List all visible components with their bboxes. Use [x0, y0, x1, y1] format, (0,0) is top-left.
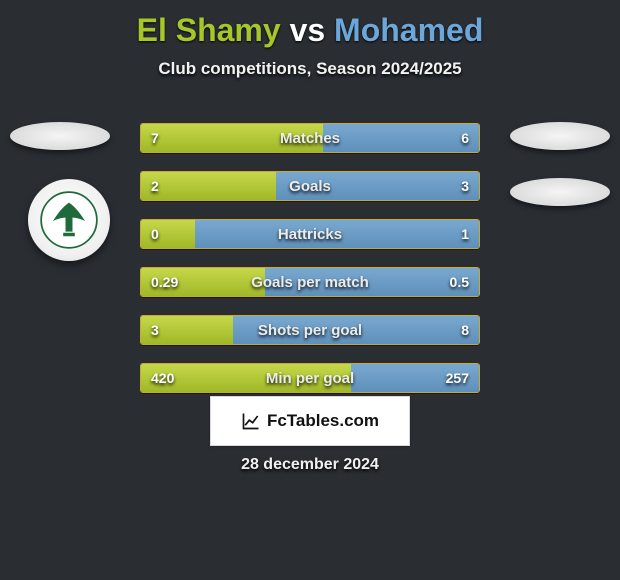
title-vs: vs: [290, 12, 326, 48]
right-value: 0.5: [440, 268, 479, 296]
right-fill: [233, 316, 479, 344]
player1-name: El Shamy: [137, 12, 281, 48]
right-value: 8: [451, 316, 479, 344]
metric-bar: 420257Min per goal: [140, 363, 480, 393]
left-value: 7: [141, 124, 169, 152]
player1-avatar-placeholder: [10, 122, 110, 150]
left-value: 3: [141, 316, 169, 344]
right-value: 257: [436, 364, 479, 392]
left-value: 2: [141, 172, 169, 200]
footer-brand-text: FcTables.com: [267, 411, 379, 431]
left-value: 420: [141, 364, 184, 392]
metric-bar: 23Goals: [140, 171, 480, 201]
metric-bar: 01Hattricks: [140, 219, 480, 249]
eagle-icon: [40, 191, 98, 249]
player2-name: Mohamed: [334, 12, 483, 48]
right-value: 6: [451, 124, 479, 152]
right-fill: [195, 220, 479, 248]
subtitle: Club competitions, Season 2024/2025: [0, 59, 620, 79]
page-title: El Shamy vs Mohamed: [0, 0, 620, 49]
metric-bar: 0.290.5Goals per match: [140, 267, 480, 297]
right-value: 3: [451, 172, 479, 200]
player2-avatar-placeholder: [510, 122, 610, 150]
player2-club-placeholder: [510, 178, 610, 206]
right-fill: [276, 172, 479, 200]
comparison-bars: 76Matches23Goals01Hattricks0.290.5Goals …: [140, 123, 480, 411]
left-value: 0.29: [141, 268, 188, 296]
chart-icon: [241, 411, 261, 431]
metric-bar: 38Shots per goal: [140, 315, 480, 345]
right-value: 1: [451, 220, 479, 248]
player1-club-badge: [28, 179, 110, 261]
metric-bar: 76Matches: [140, 123, 480, 153]
left-value: 0: [141, 220, 169, 248]
footer-brand-box: FcTables.com: [210, 396, 410, 446]
date-label: 28 december 2024: [0, 456, 620, 474]
